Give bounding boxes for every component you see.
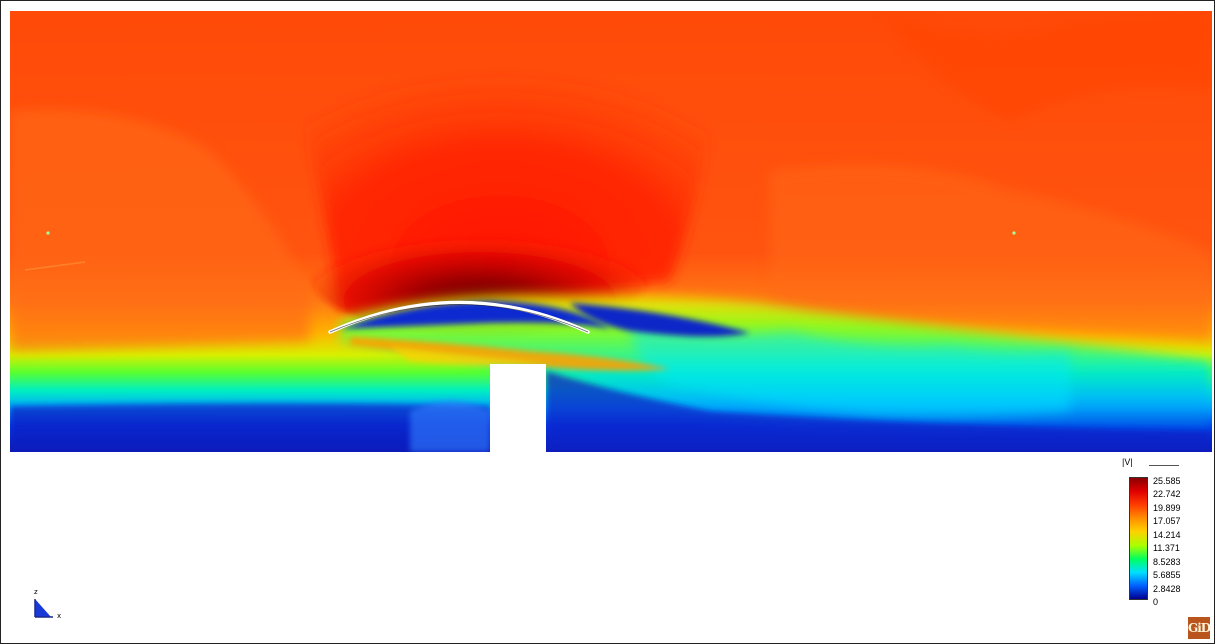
legend-label: 5.6855 (1153, 570, 1181, 581)
recirculation-trailing (570, 303, 750, 337)
under-roof-jet-core (390, 347, 550, 366)
recirculation-upper (340, 301, 610, 329)
axis-triad: z x (29, 587, 69, 623)
legend-label: 8.5283 (1153, 556, 1181, 567)
color-legend: |V| 25.585 22.742 19.899 17.057 14.214 1… (1119, 457, 1189, 607)
legend-label: 19.899 (1153, 502, 1181, 513)
canopy-roof (328, 300, 590, 334)
ground-eddy (410, 401, 490, 452)
wake-cyan-core (630, 321, 1070, 418)
gid-logo: GiD (1188, 617, 1211, 639)
probe-point-left (46, 231, 50, 235)
legend-label: 2.8428 (1153, 583, 1181, 594)
legend-label: 14.214 (1153, 529, 1181, 540)
legend-title: |V| (1122, 457, 1133, 467)
streak-left (24, 261, 86, 271)
canopy-roof-edge (329, 304, 589, 333)
probe-point-right (1012, 231, 1016, 235)
x-axis-label: x (57, 612, 62, 620)
axis-triad-icon (34, 599, 53, 618)
upper-right-region (880, 11, 1212, 121)
legend-label: 25.585 (1153, 476, 1181, 486)
ground-layer-right (546, 371, 1212, 452)
support-pillar (490, 364, 546, 452)
left-orange-region (10, 109, 310, 351)
under-roof-jet (350, 337, 670, 371)
legend-color-bar (1129, 477, 1148, 600)
contour-field-svg (10, 11, 1212, 452)
right-orange-region (770, 164, 1212, 341)
legend-label: 0 (1153, 596, 1159, 607)
ground-layer-left (10, 403, 490, 452)
legend-label: 11.371 (1153, 543, 1180, 554)
legend-labels: 25.585 22.742 19.899 17.057 14.214 11.37… (1153, 475, 1181, 609)
legend-label: 17.057 (1153, 516, 1181, 527)
legend-label: 22.742 (1153, 489, 1181, 500)
z-axis-label: z (34, 588, 38, 596)
legend-rule (1149, 465, 1179, 466)
velocity-contour-plot (10, 11, 1212, 452)
